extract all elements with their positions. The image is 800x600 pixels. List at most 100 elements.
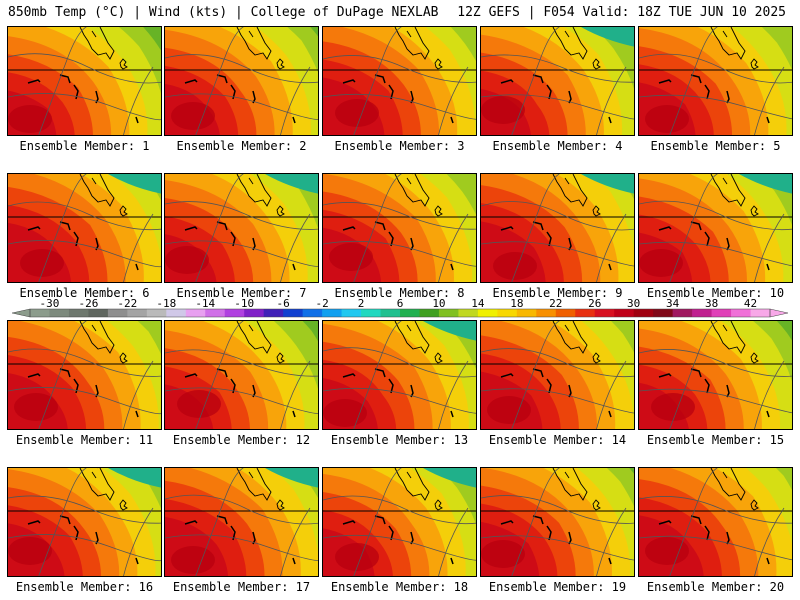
lake-outline	[434, 205, 443, 217]
temperature-map	[639, 468, 792, 576]
wind-barb	[726, 90, 730, 104]
heat-core	[171, 102, 215, 130]
wind-barb	[27, 373, 41, 378]
colorbar-tick-label: -10	[234, 297, 254, 310]
colorbar-segment	[672, 309, 693, 317]
height-contour	[323, 347, 476, 378]
colorbar-segment	[692, 309, 713, 317]
height-contour	[323, 240, 476, 267]
colorbar-tick-label: -2	[315, 297, 328, 310]
ensemble-member-label: Ensemble Member: 9	[492, 286, 623, 300]
height-contour	[38, 174, 98, 282]
ensemble-member-label: Ensemble Member: 1	[19, 139, 150, 153]
heat-core	[165, 246, 209, 274]
height-contour	[323, 93, 476, 120]
lake-outline	[434, 58, 443, 70]
wind-barb	[230, 231, 236, 247]
lake-outline	[750, 352, 759, 364]
ensemble-member-label: Ensemble Member: 18	[330, 580, 469, 594]
ensemble-member-label: Ensemble Member: 20	[646, 580, 785, 594]
colorbar-segment	[614, 309, 635, 317]
colorbar-segment	[731, 309, 752, 317]
ensemble-panel	[7, 26, 162, 136]
height-contour	[280, 66, 311, 135]
colorbar-segment	[322, 309, 343, 317]
colorbar-segment	[555, 309, 576, 317]
ensemble-member-label: Ensemble Member: 16	[15, 580, 154, 594]
height-contour	[323, 534, 476, 561]
wind-barb	[704, 525, 710, 541]
ensemble-member-label: Ensemble Member: 4	[492, 139, 623, 153]
heat-core	[323, 399, 367, 427]
ensemble-member-label: Ensemble Member: 6	[19, 286, 150, 300]
ensemble-panel	[164, 173, 319, 283]
lake-outline	[119, 205, 128, 217]
coastline	[710, 321, 746, 354]
temperature-map	[323, 468, 476, 576]
wind-barb	[374, 74, 386, 84]
heat-core	[493, 252, 537, 280]
lake-outline	[119, 58, 128, 70]
colorbar-segment	[224, 309, 245, 317]
coastline	[552, 174, 588, 207]
wind-barb	[532, 515, 544, 525]
wind-barb	[704, 231, 710, 247]
ensemble-member-label: Ensemble Member: 2	[176, 139, 307, 153]
height-contour	[165, 240, 318, 267]
wind-barb	[690, 515, 702, 525]
cool-region	[265, 174, 318, 194]
wind-barb	[184, 520, 198, 525]
height-contour	[8, 93, 161, 121]
temperature-map	[165, 27, 318, 135]
temperature-map	[481, 174, 634, 282]
temperature-map	[481, 321, 634, 429]
wind-barb	[135, 263, 139, 271]
height-contour	[481, 54, 634, 83]
wind-barb	[608, 263, 612, 271]
colorbar-segment	[302, 309, 323, 317]
height-contour	[165, 534, 318, 561]
wind-barb	[450, 557, 454, 565]
temperature-map	[8, 321, 161, 429]
wind-barb	[450, 116, 454, 124]
ensemble-panel	[480, 320, 635, 430]
ensemble-panel	[7, 320, 162, 430]
ensemble-member-label: Ensemble Member: 10	[646, 286, 785, 300]
coastline	[79, 27, 115, 60]
ensemble-member-label: Ensemble Member: 14	[488, 433, 627, 447]
height-contour	[195, 27, 255, 135]
wind-barb	[292, 116, 296, 124]
wind-barb	[690, 368, 702, 378]
temperature-map	[323, 27, 476, 135]
wind-barb	[532, 221, 544, 231]
wind-barb	[450, 410, 454, 418]
colorbar-segment	[380, 309, 401, 317]
colorbar-tick-label: 34	[666, 297, 680, 310]
ensemble-panel	[638, 320, 793, 430]
colorbar-segment	[419, 309, 440, 317]
lake-outline	[750, 58, 759, 70]
wind-barb	[608, 410, 612, 418]
temperature-map	[639, 321, 792, 429]
wind-barb	[216, 515, 228, 525]
heat-core	[481, 96, 525, 124]
coastline	[710, 174, 746, 207]
lake-outline	[276, 58, 285, 70]
coastline	[394, 468, 430, 501]
lake-outline	[276, 352, 285, 364]
ensemble-panel	[638, 173, 793, 283]
wind-barb	[216, 74, 228, 84]
height-contour	[165, 387, 318, 414]
colorbar-tick-label: -26	[78, 297, 98, 310]
coastline	[236, 27, 272, 60]
colorbar-tick-label: 18	[510, 297, 523, 310]
height-contour	[511, 174, 571, 282]
height-contour	[123, 66, 154, 135]
colorbar-segment	[185, 309, 206, 317]
coastline	[394, 321, 430, 354]
wind-barb	[704, 378, 710, 394]
wind-barb	[450, 263, 454, 271]
colorbar-segment	[127, 309, 148, 317]
lake-outline	[119, 499, 128, 511]
temperature-map	[639, 27, 792, 135]
